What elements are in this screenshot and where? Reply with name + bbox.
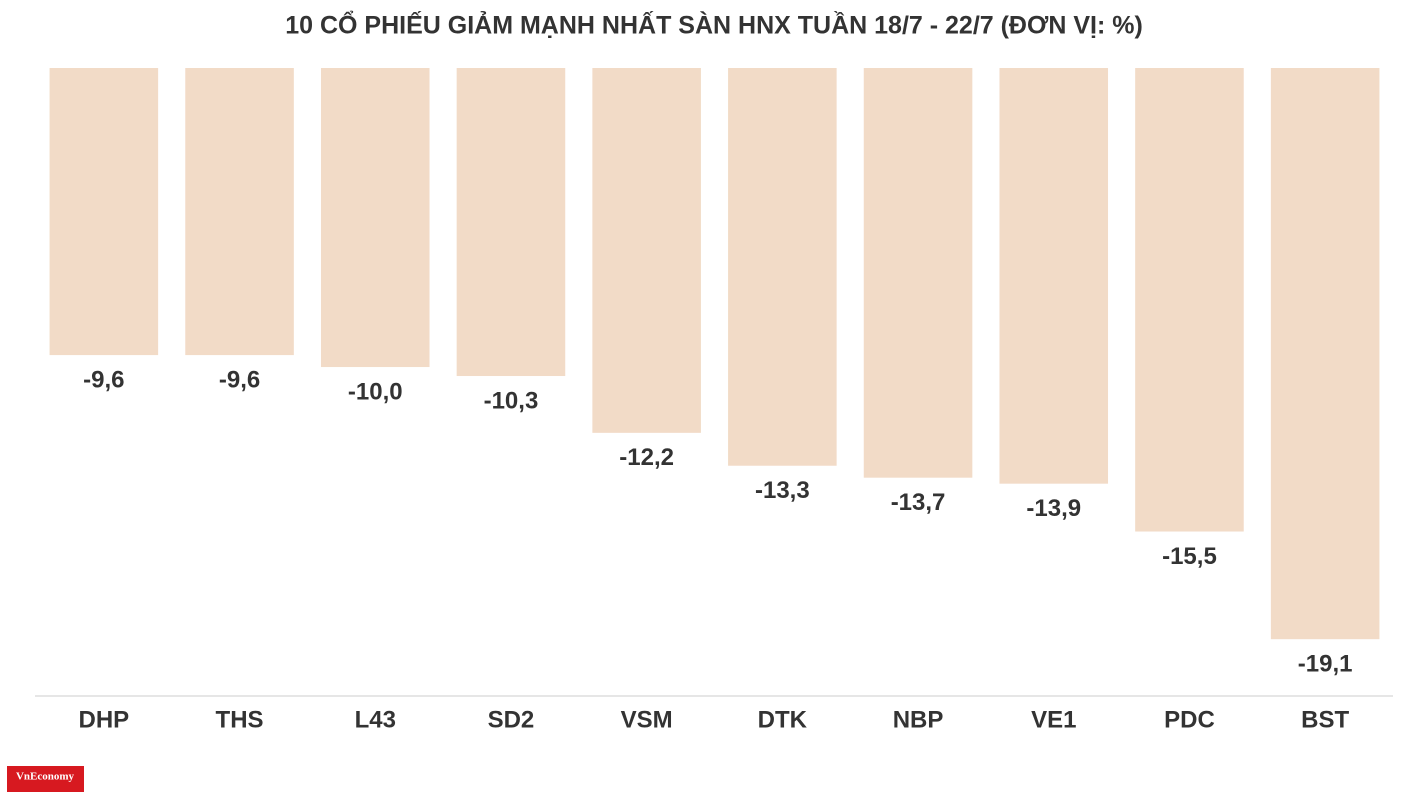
x-tick-label: NBP	[893, 706, 944, 733]
value-label: -13,7	[891, 489, 946, 516]
bar	[863, 68, 973, 478]
x-tick-label: VE1	[1031, 706, 1076, 733]
value-label: -13,3	[755, 477, 810, 504]
logo: VnEconomy	[16, 771, 75, 783]
value-label: -10,3	[484, 387, 539, 414]
x-tick-label: DTK	[758, 706, 808, 733]
chart-title: 10 CỔ PHIẾU GIẢM MẠNH NHẤT SÀN HNX TUẦN …	[285, 10, 1143, 40]
bar	[999, 68, 1109, 484]
x-tick-label: VSM	[621, 706, 673, 733]
value-label: -9,6	[83, 366, 124, 393]
x-tick-label: PDC	[1164, 706, 1215, 733]
bar	[185, 68, 294, 356]
bar	[1135, 68, 1244, 532]
bar	[456, 68, 566, 377]
value-label: -10,0	[348, 378, 403, 405]
bar	[320, 68, 430, 368]
x-tick-label: BST	[1301, 706, 1349, 733]
x-tick-label: THS	[216, 706, 264, 733]
logo-box	[7, 766, 84, 792]
x-tick-label: DHP	[79, 706, 130, 733]
x-tick-label: L43	[355, 706, 396, 733]
bar	[592, 68, 701, 433]
value-label: -13,9	[1026, 495, 1081, 522]
bar	[728, 68, 837, 466]
bar	[49, 68, 159, 356]
value-label: -19,1	[1298, 651, 1353, 678]
bar	[1270, 68, 1380, 640]
value-label: -15,5	[1162, 543, 1217, 570]
value-label: -12,2	[619, 444, 674, 471]
x-tick-label: SD2	[488, 706, 535, 733]
value-label: -9,6	[219, 366, 260, 393]
